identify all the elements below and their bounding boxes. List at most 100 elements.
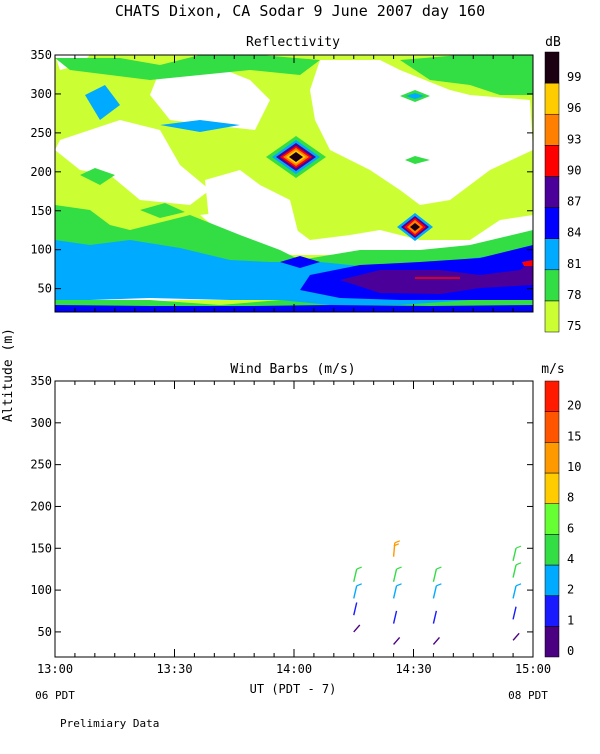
colorbar-swatch xyxy=(544,564,560,596)
colorbar-level-label: 84 xyxy=(567,226,581,240)
y-tick-label: 250 xyxy=(30,458,52,472)
wind-barb xyxy=(512,547,517,561)
altitude-axis-label: Altitude (m) xyxy=(1,328,16,422)
y-tick-label: 150 xyxy=(30,541,52,555)
x-sublabel-right: 08 PDT xyxy=(508,689,548,702)
colorbar-level-label: 8 xyxy=(567,491,574,505)
colorbar-swatch xyxy=(544,534,560,566)
colorbar-level-label: 90 xyxy=(567,163,581,177)
wind-barbs-title: Wind Barbs (m/s) xyxy=(230,362,355,377)
wind-barb xyxy=(353,585,358,599)
colorbar-swatch xyxy=(544,82,560,115)
wind-barb xyxy=(392,568,398,582)
wind-barb xyxy=(392,585,398,599)
colorbar-swatch xyxy=(544,145,560,177)
wind-barb-flag xyxy=(396,583,402,587)
colorbar-swatch xyxy=(544,442,560,474)
x-tick-label: 14:30 xyxy=(395,662,431,676)
colorbar-swatch xyxy=(544,207,560,239)
reflectivity-title: Reflectivity xyxy=(246,35,340,50)
y-tick-label: 300 xyxy=(30,87,52,101)
colorbar-level-label: 81 xyxy=(567,257,581,271)
reflectivity-81-region xyxy=(160,120,240,132)
reflectivity-78-spot xyxy=(405,156,430,164)
wind-barbs-layer xyxy=(353,540,522,645)
wind-barb xyxy=(512,564,517,578)
y-tick-label: 50 xyxy=(38,625,52,639)
reflectivity-hotspot-1 xyxy=(266,136,326,178)
colorbar-level-label: 87 xyxy=(567,195,581,209)
y-tick-label: 50 xyxy=(38,282,52,296)
x-tick-label: 13:30 xyxy=(156,662,192,676)
wind-barb xyxy=(432,610,438,624)
reflectivity-78-region xyxy=(400,55,533,95)
colorbar-swatch xyxy=(544,503,560,535)
y-tick-label: 200 xyxy=(30,165,52,179)
reflectivity-x-ticks xyxy=(54,55,534,312)
reflectivity-colorbar-unit: dB xyxy=(545,35,561,50)
colorbar-level-label: 93 xyxy=(567,132,581,146)
x-tick-label: 15:00 xyxy=(515,662,551,676)
y-tick-label: 350 xyxy=(30,374,52,388)
wind-barb xyxy=(512,632,520,641)
colorbar-swatch xyxy=(544,472,560,504)
y-tick-label: 350 xyxy=(30,48,52,62)
reflectivity-87-region xyxy=(340,260,533,294)
wind-barb-flag xyxy=(436,566,442,570)
wind-barb xyxy=(512,606,517,620)
wind-barb-flag xyxy=(515,562,522,566)
wind-barb xyxy=(432,636,441,645)
colorbar-swatch xyxy=(544,113,560,146)
wind-barb-flag xyxy=(356,566,362,570)
wind-plot-frame xyxy=(54,380,534,658)
wind-barb-flag xyxy=(394,540,401,544)
low-reflectivity-region xyxy=(200,210,533,255)
colorbar-level-label: 0 xyxy=(567,644,574,658)
wind-barb xyxy=(393,636,401,645)
wind-barb-flag xyxy=(436,583,442,587)
wind-barb xyxy=(353,624,361,633)
wind-barbs-panel: Wind Barbs (m/s) 50 100 150 200 250 300 350 13… xyxy=(30,362,581,702)
reflectivity-81-region xyxy=(85,85,120,120)
y-tick-label: 100 xyxy=(30,583,52,597)
y-tick-label: 300 xyxy=(30,416,52,430)
colorbar-swatch xyxy=(544,411,560,443)
wind-barb xyxy=(432,585,438,599)
colorbar-swatch xyxy=(544,595,560,627)
wind-x-axis: 13:00 13:30 14:00 14:30 15:00 xyxy=(37,381,551,676)
wind-colorbar-unit: m/s xyxy=(541,362,564,377)
wind-colorbar: 0 1 2 4 6 8 10 15 20 xyxy=(544,380,581,658)
wind-y-axis: 50 100 150 200 250 300 350 xyxy=(30,374,533,639)
wind-x-axis-label: UT (PDT - 7) xyxy=(250,682,337,696)
low-reflectivity-region xyxy=(310,60,533,205)
wind-barb-flag xyxy=(396,566,402,570)
reflectivity-hotspot-2 xyxy=(397,213,433,241)
colorbar-level-label: 1 xyxy=(567,613,574,627)
colorbar-swatch xyxy=(544,238,560,271)
preliminary-note: Prelimiary Data xyxy=(60,717,159,730)
colorbar-swatch xyxy=(544,626,560,658)
colorbar-swatch xyxy=(544,51,560,84)
low-reflectivity-region xyxy=(150,60,270,130)
wind-barb-flag xyxy=(356,583,362,587)
colorbar-level-label: 75 xyxy=(567,319,581,333)
reflectivity-78-region xyxy=(140,203,185,218)
figure-title: CHATS Dixon, CA Sodar 9 June 2007 day 16… xyxy=(115,2,485,20)
colorbar-swatch xyxy=(544,269,560,302)
wind-barb xyxy=(392,610,398,624)
x-sublabel-left: 06 PDT xyxy=(35,689,75,702)
reflectivity-78-spot xyxy=(288,186,304,199)
wind-barb-flag xyxy=(515,583,522,587)
reflectivity-colorbar: 75 78 81 84 87 90 93 96 99 xyxy=(544,51,581,333)
x-tick-label: 14:00 xyxy=(276,662,312,676)
y-tick-label: 100 xyxy=(30,243,52,257)
colorbar-swatch xyxy=(544,176,560,208)
colorbar-level-label: 78 xyxy=(567,288,581,302)
reflectivity-90-core xyxy=(522,260,533,266)
wind-barb xyxy=(432,568,438,582)
wind-barb-flag xyxy=(393,543,400,547)
reflectivity-78-region xyxy=(80,168,115,185)
y-tick-label: 200 xyxy=(30,499,52,513)
y-tick-label: 250 xyxy=(30,126,52,140)
